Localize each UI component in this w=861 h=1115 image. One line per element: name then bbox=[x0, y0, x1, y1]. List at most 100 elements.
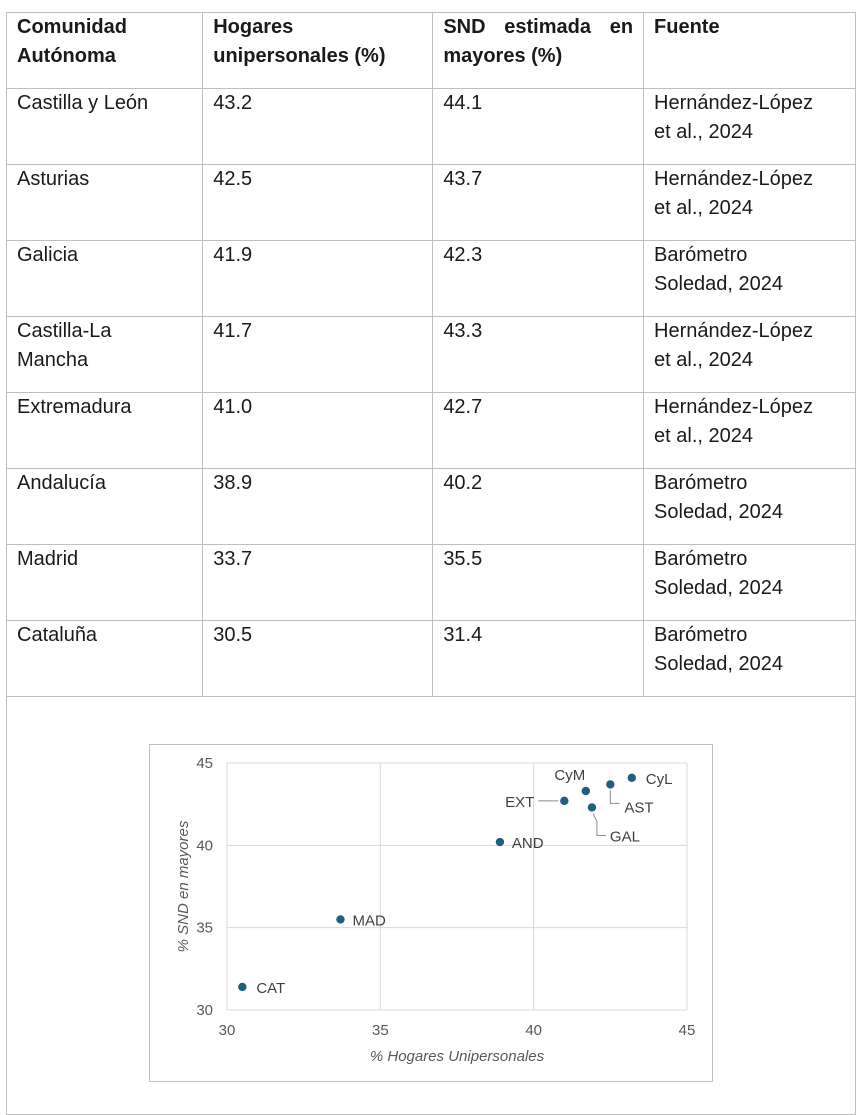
cell-region-line: Castilla-La bbox=[17, 320, 112, 342]
table-row: Galicia 41.9 42.3 Barómetro Soledad, 2024 bbox=[5, 240, 856, 317]
cell-hogares: 30.5 bbox=[213, 624, 253, 646]
cell-region: Andalucía bbox=[7, 469, 202, 498]
header-line: Fuente bbox=[654, 16, 720, 38]
y-tick-label: 30 bbox=[196, 1002, 213, 1019]
cell-hogares: 41.0 bbox=[213, 396, 253, 418]
x-tick-label: 45 bbox=[679, 1022, 696, 1039]
cell-region-line: Galicia bbox=[17, 244, 79, 266]
cell-region-line: Madrid bbox=[17, 548, 79, 570]
cell-fuente: Barómetro Soledad, 2024 bbox=[644, 545, 855, 603]
cell-fuente-line: Soledad, 2024 bbox=[654, 501, 784, 523]
data-point bbox=[606, 780, 615, 789]
cell-region: Galicia bbox=[7, 241, 202, 270]
data-point bbox=[336, 915, 345, 924]
header-line: mayores (%) bbox=[443, 45, 563, 67]
cell-fuente: Hernández-López et al., 2024 bbox=[644, 89, 855, 147]
data-point-label: AST bbox=[624, 799, 653, 816]
cell-region-line: Extremadura bbox=[17, 396, 132, 418]
cell-hogares: 33.7 bbox=[213, 548, 253, 570]
x-tick-label: 35 bbox=[372, 1022, 389, 1039]
cell-fuente: Barómetro Soledad, 2024 bbox=[644, 621, 855, 679]
cell-fuente-line: Barómetro bbox=[654, 244, 748, 266]
cell-fuente-line: Hernández-López bbox=[654, 320, 814, 342]
header-hogares: Hogares unipersonales (%) bbox=[203, 13, 432, 71]
scatter-chart: 30 35 40 45 30 35 40 45 % Hogares Unipersonales%… bbox=[149, 744, 713, 1082]
cell-fuente-line: et al., 2024 bbox=[654, 197, 753, 219]
cell-region: Castilla-La Mancha bbox=[7, 317, 202, 375]
data-point-label: EXT bbox=[505, 794, 534, 811]
cell-fuente-line: Hernández-López bbox=[654, 396, 814, 418]
x-tick-label: 30 bbox=[219, 1022, 236, 1039]
cell-snd: 35.5 bbox=[443, 548, 483, 570]
header-line: Hogares bbox=[213, 16, 294, 38]
table-body: Castilla y León 43.2 44.1 Hernández-López et… bbox=[5, 88, 856, 697]
label-leader-line bbox=[609, 790, 620, 804]
table-header-row: Comunidad Autónoma Hogares unipersonales… bbox=[5, 12, 856, 89]
cell-fuente-line: Soledad, 2024 bbox=[654, 273, 784, 295]
cell-hogares: 41.9 bbox=[213, 244, 253, 266]
table-row: Madrid 33.7 35.5 Barómetro Soledad, 2024 bbox=[5, 544, 856, 621]
table-row: Castilla y León 43.2 44.1 Hernández-López et… bbox=[5, 88, 856, 165]
header-line: unipersonales (%) bbox=[213, 45, 386, 67]
cell-snd: 44.1 bbox=[443, 92, 483, 114]
data-table: Comunidad Autónoma Hogares unipersonales… bbox=[5, 12, 856, 1115]
header-comunidad: Comunidad Autónoma bbox=[7, 13, 202, 71]
cell-hogares: 42.5 bbox=[213, 168, 253, 190]
cell-region-line: Castilla y León bbox=[17, 92, 149, 114]
cell-fuente-line: Barómetro bbox=[654, 624, 748, 646]
cell-region-line: Mancha bbox=[17, 349, 89, 371]
header-snd: SND estimada en mayores (%) bbox=[433, 13, 643, 71]
cell-snd: 42.7 bbox=[443, 396, 483, 418]
cell-snd: 40.2 bbox=[443, 472, 483, 494]
cell-hogares: 41.7 bbox=[213, 320, 253, 342]
data-point-label: AND bbox=[512, 835, 544, 852]
cell-region: Castilla y León bbox=[7, 89, 202, 118]
data-point bbox=[238, 982, 247, 992]
cell-fuente-line: Soledad, 2024 bbox=[654, 577, 784, 599]
data-point bbox=[560, 796, 569, 806]
scatter-chart-svg: 30 35 40 45 30 35 40 45 % Hogares Unipersonales%… bbox=[175, 755, 696, 1065]
cell-region-line: Andalucía bbox=[17, 472, 106, 494]
y-tick-label: 40 bbox=[196, 837, 213, 854]
cell-hogares: 43.2 bbox=[213, 92, 253, 114]
cell-region: Cataluña bbox=[7, 621, 202, 650]
data-point-label: CAT bbox=[256, 980, 285, 997]
cell-region: Extremadura bbox=[7, 393, 202, 422]
data-point bbox=[495, 837, 505, 847]
cell-region-line: Asturias bbox=[17, 168, 90, 190]
cell-hogares: 38.9 bbox=[213, 472, 253, 494]
data-point-label: CyM bbox=[554, 767, 585, 784]
header-line: Autónoma bbox=[17, 45, 116, 67]
y-tick-label: 45 bbox=[196, 755, 213, 772]
data-point-label: CyL bbox=[646, 771, 673, 788]
cell-fuente-line: Soledad, 2024 bbox=[654, 653, 784, 675]
header-line: Comunidad bbox=[17, 16, 127, 38]
cell-fuente-line: Hernández-López bbox=[654, 168, 814, 190]
x-tick-label: 40 bbox=[525, 1022, 542, 1039]
cell-region: Asturias bbox=[7, 165, 202, 194]
data-point bbox=[581, 786, 590, 796]
table-row: Castilla-La Mancha 41.7 43.3 Hernández-López… bbox=[5, 316, 856, 393]
cell-snd: 31.4 bbox=[443, 624, 483, 646]
cell-fuente: Hernández-López et al., 2024 bbox=[644, 393, 855, 451]
table-row: Andalucía 38.9 40.2 Barómetro Soledad, 2024 bbox=[5, 468, 856, 545]
cell-fuente-line: Barómetro bbox=[654, 548, 748, 570]
table-row: Asturias 42.5 43.7 Hernández-López et al., 2… bbox=[5, 164, 856, 241]
table-row: Extremadura 41.0 42.7 Hernández-López et al.… bbox=[5, 392, 856, 469]
cell-region: Madrid bbox=[7, 545, 202, 574]
cell-fuente: Hernández-López et al., 2024 bbox=[644, 165, 855, 223]
cell-fuente-line: et al., 2024 bbox=[654, 121, 753, 143]
cell-snd: 43.3 bbox=[443, 320, 483, 342]
data-point bbox=[627, 773, 636, 783]
cell-fuente-line: Hernández-López bbox=[654, 92, 814, 114]
cell-fuente: Barómetro Soledad, 2024 bbox=[644, 469, 855, 527]
x-axis-label: % Hogares Unipersonales bbox=[370, 1048, 545, 1065]
data-point bbox=[587, 803, 597, 812]
cell-fuente-line: et al., 2024 bbox=[654, 425, 753, 447]
cell-fuente: Barómetro Soledad, 2024 bbox=[644, 241, 855, 299]
header-fuente: Fuente bbox=[644, 13, 855, 42]
cell-region-line: Cataluña bbox=[17, 624, 98, 646]
cell-fuente-line: et al., 2024 bbox=[654, 349, 753, 371]
cell-fuente-line: Barómetro bbox=[654, 472, 748, 494]
cell-snd: 42.3 bbox=[443, 244, 483, 266]
